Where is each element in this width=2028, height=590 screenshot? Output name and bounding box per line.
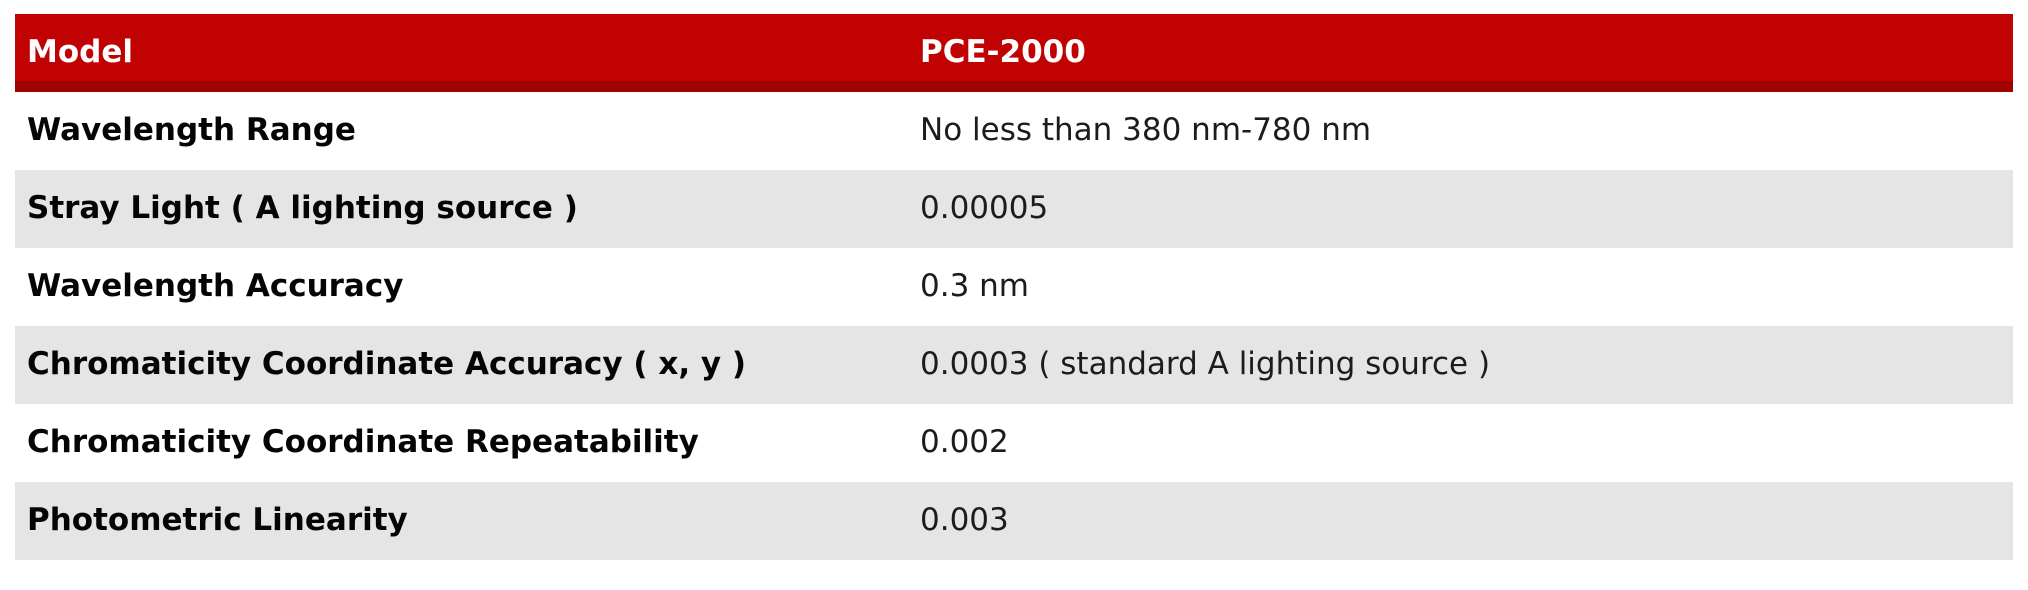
table-body: Wavelength Range No less than 380 nm-780… [15,92,2013,560]
spec-label: Chromaticity Coordinate Accuracy ( x, y … [27,346,747,383]
spec-label: Chromaticity Coordinate Repeatability [27,424,699,461]
header-model-label: Model [27,34,133,71]
table-row: Chromaticity Coordinate Accuracy ( x, y … [15,326,2013,404]
spec-label: Wavelength Accuracy [27,268,404,305]
spec-value: 0.0003 ( standard A lighting source ) [920,346,1491,383]
table-row: Chromaticity Coordinate Repeatability 0.… [15,404,2013,482]
spec-value: 0.003 [920,502,1009,539]
header-model-value: PCE-2000 [920,34,1086,71]
table-row: Wavelength Accuracy 0.3 nm [15,248,2013,326]
spec-label: Wavelength Range [27,112,356,149]
table-row: Photometric Linearity 0.003 [15,482,2013,560]
spec-value: 0.3 nm [920,268,1029,305]
spec-label: Stray Light ( A lighting source ) [27,190,578,227]
table-row: Stray Light ( A lighting source ) 0.0000… [15,170,2013,248]
spec-value: No less than 380 nm-780 nm [920,112,1372,149]
table-header-row: Model PCE-2000 [15,14,2013,92]
spec-label: Photometric Linearity [27,502,408,539]
spec-value: 0.00005 [920,190,1049,227]
table-row: Wavelength Range No less than 380 nm-780… [15,92,2013,170]
spec-value: 0.002 [920,424,1009,461]
specification-table: Model PCE-2000 Wavelength Range No less … [15,14,2013,560]
